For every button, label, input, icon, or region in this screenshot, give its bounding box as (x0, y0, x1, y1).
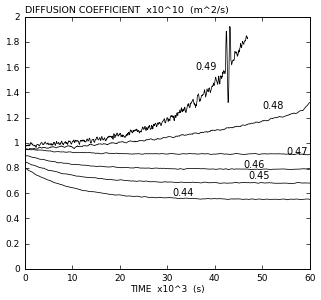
Text: 0.44: 0.44 (172, 188, 193, 198)
Text: 0.48: 0.48 (262, 101, 283, 111)
Text: 0.49: 0.49 (196, 62, 217, 72)
Text: 0.47: 0.47 (286, 147, 308, 157)
X-axis label: TIME  x10^3  (s): TIME x10^3 (s) (130, 285, 204, 294)
Text: 0.46: 0.46 (243, 160, 265, 170)
Text: 0.45: 0.45 (248, 171, 269, 181)
Text: DIFFUSION COEFFICIENT  x10^10  (m^2/s): DIFFUSION COEFFICIENT x10^10 (m^2/s) (25, 6, 229, 15)
